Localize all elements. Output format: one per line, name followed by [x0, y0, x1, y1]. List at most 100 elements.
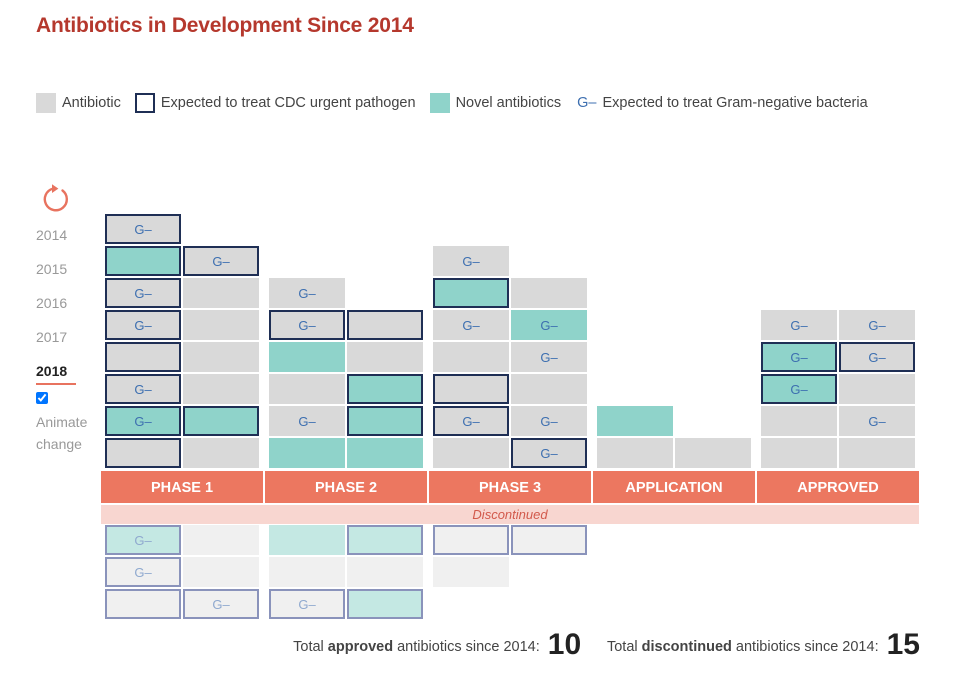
disc-cell-2-0-0: [433, 525, 509, 555]
discontinued-bar: [101, 505, 919, 524]
cell-4-1-4: [839, 310, 915, 340]
phase-label-3: APPLICATION: [625, 480, 722, 496]
cell-4-1-2: [839, 374, 915, 404]
disc-cell-0-0-1: [105, 557, 181, 587]
cell-0-0-2-gram-label: G–: [134, 382, 152, 397]
total-approved-prefix: Total: [293, 639, 324, 655]
phase-bar-2: [429, 471, 591, 503]
cell-0-0-4-gram-label: G–: [134, 318, 152, 333]
cell-4-0-0: [761, 438, 837, 468]
cell-2-0-6-gram-label: G–: [462, 254, 480, 269]
cell-2-0-4: [433, 310, 509, 340]
cell-2-0-0: [433, 438, 509, 468]
cell-0-0-6: [105, 246, 181, 276]
cell-0-1-3: [183, 342, 259, 372]
disc-cell-1-0-1: [269, 557, 345, 587]
cell-0-0-3: [105, 342, 181, 372]
legend-gram: G– Expected to treat Gram-negative bacte…: [575, 95, 868, 111]
legend-antibiotic-label: Antibiotic: [62, 95, 121, 111]
cell-2-0-3: [433, 342, 509, 372]
phase-label-2: PHASE 3: [479, 480, 541, 496]
cell-4-0-3: [761, 342, 837, 372]
cell-1-1-3: [347, 342, 423, 372]
cell-4-0-2: [761, 374, 837, 404]
replay-icon[interactable]: [40, 183, 72, 215]
cell-0-0-2: [105, 374, 181, 404]
cell-2-0-4-gram-label: G–: [462, 318, 480, 333]
disc-cell-1-1-2: [347, 589, 423, 619]
cell-4-1-1-gram-label: G–: [868, 414, 886, 429]
cell-0-1-4: [183, 310, 259, 340]
cell-1-0-2: [269, 374, 345, 404]
legend-novel-label: Novel antibiotics: [455, 95, 562, 111]
cell-1-0-5-gram-label: G–: [298, 286, 316, 301]
selected-year-underline: [36, 383, 76, 385]
year-2016[interactable]: 2016: [36, 295, 68, 311]
year-2017[interactable]: 2017: [36, 329, 68, 345]
legend-cdc-label: Expected to treat CDC urgent pathogen: [160, 95, 416, 111]
cell-2-1-4: [511, 310, 587, 340]
legend-antibiotic-swatch: [36, 93, 56, 113]
year-selector: 2014 2015 2016 2017 2018: [36, 222, 96, 392]
totals: Total approved antibiotics since 2014: 1…: [293, 628, 920, 662]
cell-2-1-2: [511, 374, 587, 404]
total-discontinued-bold: discontinued: [641, 639, 732, 655]
cell-0-1-1: [183, 406, 259, 436]
page-title: Antibiotics in Development Since 2014: [36, 14, 414, 37]
disc-cell-0-1-0: [183, 525, 259, 555]
cell-2-1-3: [511, 342, 587, 372]
year-2018[interactable]: 2018: [36, 363, 68, 379]
cell-4-1-1: [839, 406, 915, 436]
year-2014[interactable]: 2014: [36, 227, 68, 243]
cell-4-0-2-gram-label: G–: [790, 382, 808, 397]
legend-gram-label: Expected to treat Gram-negative bacteria: [602, 95, 868, 111]
cell-2-0-1-gram-label: G–: [462, 414, 480, 429]
legend-novel: Novel antibiotics: [429, 93, 562, 113]
cell-2-0-6: [433, 246, 509, 276]
phase-bar-3: [593, 471, 755, 503]
disc-cell-0-1-2-gram-label: G–: [212, 597, 230, 612]
cell-1-0-5: [269, 278, 345, 308]
discontinued-label: Discontinued: [472, 507, 548, 522]
year-2015[interactable]: 2015: [36, 261, 68, 277]
disc-cell-0-0-2: [105, 589, 181, 619]
cell-1-0-0: [269, 438, 345, 468]
cell-2-0-2: [433, 374, 509, 404]
phase-bar-0: [101, 471, 263, 503]
cell-1-0-4: [269, 310, 345, 340]
cell-0-0-1-gram-label: G–: [134, 414, 152, 429]
cell-0-0-4: [105, 310, 181, 340]
legend-cdc-swatch: [134, 93, 155, 113]
cell-3-0-1: [597, 406, 673, 436]
disc-cell-1-0-0: [269, 525, 345, 555]
total-approved-suffix: antibiotics since 2014:: [397, 639, 540, 655]
cell-4-0-4: [761, 310, 837, 340]
cell-1-1-0: [347, 438, 423, 468]
cell-0-1-5: [183, 278, 259, 308]
cell-0-0-7: [105, 214, 181, 244]
cell-1-0-4-gram-label: G–: [298, 318, 316, 333]
cell-4-1-3-gram-label: G–: [868, 350, 886, 365]
legend-novel-swatch: [429, 93, 450, 113]
cell-4-1-0: [839, 438, 915, 468]
cell-4-0-1: [761, 406, 837, 436]
animate-checkbox[interactable]: [36, 392, 48, 404]
cell-4-0-3-gram-label: G–: [790, 350, 808, 365]
cell-0-1-6: [183, 246, 259, 276]
cell-3-1-0: [675, 438, 751, 468]
cell-2-1-0: [511, 438, 587, 468]
cell-4-0-4-gram-label: G–: [790, 318, 808, 333]
cell-0-1-6-gram-label: G–: [212, 254, 230, 269]
cell-0-1-0: [183, 438, 259, 468]
cell-0-0-1: [105, 406, 181, 436]
cell-2-1-4-gram-label: G–: [540, 318, 558, 333]
phase-bar-4: [757, 471, 919, 503]
cell-2-0-5: [433, 278, 509, 308]
disc-cell-0-0-0-gram-label: G–: [134, 533, 152, 548]
cell-2-1-1: [511, 406, 587, 436]
cell-4-1-4-gram-label: G–: [868, 318, 886, 333]
cell-0-0-0: [105, 438, 181, 468]
cell-1-0-1-gram-label: G–: [298, 414, 316, 429]
cell-2-1-1-gram-label: G–: [540, 414, 558, 429]
